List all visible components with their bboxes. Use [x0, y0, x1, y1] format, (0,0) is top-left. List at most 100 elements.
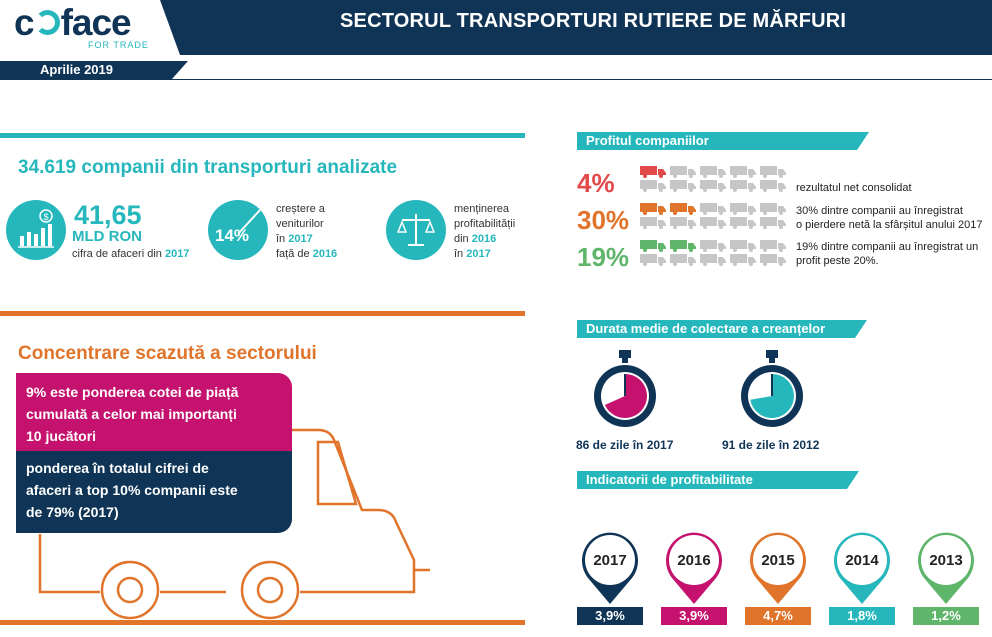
market-share-line3: 10 jucători	[26, 428, 97, 444]
truck-icon	[730, 240, 756, 252]
section-divider-teal	[0, 133, 525, 138]
market-share-box: 9% este ponderea cotei de piață cumulată…	[16, 373, 292, 451]
profit-row3-line2: profit peste 20%.	[796, 255, 879, 267]
indicator-year: 2013	[929, 552, 963, 569]
profit-header-bar	[577, 132, 857, 150]
collection-caption-2017: 86 de zile în 2017	[576, 438, 674, 452]
indicators-header-notch	[847, 471, 859, 489]
indicator-year: 2017	[593, 552, 627, 569]
truck-icon	[730, 180, 756, 192]
balance-scale-icon	[386, 200, 446, 260]
truck-icon	[760, 254, 786, 266]
indicator-value: 3,9%	[577, 607, 643, 625]
truck-outline-icon	[38, 428, 430, 620]
profit-row2-text: 30% dintre companii au înregistrat o pie…	[796, 204, 983, 232]
market-share-line1: 9% este ponderea cotei de piață	[26, 384, 239, 400]
profit-row3-line1: 19% dintre companii au înregistrat un	[796, 241, 979, 253]
profit-section-title: Profitul companiilor	[586, 133, 709, 148]
truck-icon	[760, 240, 786, 252]
indicator-value: 4,7%	[745, 607, 811, 625]
profit-row2-line1: 30% dintre companii au înregistrat	[796, 205, 963, 217]
truck-icon	[670, 166, 696, 178]
truck-icon	[760, 217, 786, 229]
collection-caption-2012: 91 de zile în 2012	[722, 438, 820, 452]
date-bar-notch	[172, 61, 188, 79]
turnover-value: 41,65	[74, 200, 142, 230]
profit-line4-pre: în	[454, 248, 464, 260]
truck-icon-grid	[640, 166, 790, 271]
growth-value: 14%	[215, 226, 250, 245]
truck-icon	[730, 217, 756, 229]
truck-icon	[640, 203, 666, 215]
growth-line4-pre: față de	[276, 248, 310, 260]
profit-pct-loss: 30%	[577, 205, 630, 235]
collection-header-bar	[577, 320, 855, 338]
growth-line3-pre: în	[276, 233, 286, 245]
truck-icon	[700, 180, 726, 192]
truck-icon	[640, 166, 666, 178]
profit-year2: 2017	[466, 248, 491, 260]
indicators-header-bar	[577, 471, 847, 489]
location-pin-icon	[750, 532, 806, 604]
truck-icon	[700, 217, 726, 229]
truck-icon	[760, 180, 786, 192]
market-share-line2: cumulată a celor mai importanți	[26, 406, 237, 422]
truck-icon	[730, 166, 756, 178]
profit-year1: 2016	[471, 233, 497, 245]
report-date: Aprilie 2019	[40, 62, 113, 77]
top-companies-box: ponderea în totalul cifrei de afaceri a …	[16, 451, 292, 533]
turnover-desc-text: cifra de afaceri din	[72, 248, 162, 260]
stopwatch-icon-2017	[594, 350, 656, 427]
turnover-desc: cifra de afaceri din 2017	[72, 247, 189, 262]
truck-icon	[760, 203, 786, 215]
top-companies-line2: afaceri a top 10% companii este	[26, 482, 238, 498]
collection-section-title: Durata medie de colectare a creanțelor	[586, 321, 826, 336]
profit-line2: profitabilității	[454, 218, 516, 230]
growth-desc: creștere a veniturilor în 2017 față de 2…	[276, 202, 337, 262]
logo-subtitle: FOR TRADE	[88, 40, 149, 50]
truck-icon	[670, 217, 696, 229]
indicator-value: 1,2%	[913, 607, 979, 625]
truck-icon	[640, 217, 666, 229]
truck-icon	[670, 203, 696, 215]
truck-icon	[730, 254, 756, 266]
truck-icon	[640, 180, 666, 192]
header-notch	[160, 0, 180, 55]
indicator-year: 2015	[761, 552, 795, 569]
concentration-title: Concentrare scazută a sectorului	[18, 343, 317, 364]
location-pin-icon	[666, 532, 722, 604]
profit-line1: menținerea	[454, 203, 510, 215]
collection-header-notch	[855, 320, 867, 338]
truck-icon	[640, 254, 666, 266]
turnover-year: 2017	[164, 248, 190, 260]
indicator-year: 2014	[845, 552, 879, 569]
page-title: SECTORUL TRANSPORTURI RUTIERE DE MĂRFURI	[340, 10, 847, 32]
truck-icon	[670, 240, 696, 252]
truck-icon	[700, 254, 726, 266]
truck-icon	[700, 166, 726, 178]
growth-year1: 2017	[288, 233, 313, 245]
indicator-value: 1,8%	[829, 607, 895, 625]
svg-text:$: $	[43, 212, 48, 222]
growth-year2: 2016	[312, 248, 338, 260]
indicators-section-title: Indicatorii de profitabilitate	[586, 472, 753, 487]
header-divider	[0, 79, 992, 80]
logo-ring-icon	[34, 9, 60, 35]
section-divider-orange	[0, 311, 525, 316]
profit-line3-pre: din	[454, 233, 469, 245]
truck-icon	[670, 254, 696, 266]
profit-row1-text: rezultatul net consolidat	[796, 182, 912, 194]
truck-icon	[670, 180, 696, 192]
growth-circle	[208, 200, 268, 260]
truck-icon	[700, 240, 726, 252]
truck-icon	[700, 203, 726, 215]
truck-icon	[730, 203, 756, 215]
profit-desc: menținerea profitabilității din 2016 în …	[454, 202, 515, 262]
growth-arrow-icon	[237, 209, 261, 235]
top-companies-line3: de 79% (2017)	[26, 504, 119, 520]
growth-line1: creștere a	[276, 203, 325, 215]
location-pin-icon	[834, 532, 890, 604]
growth-line2: veniturilor	[276, 218, 324, 230]
indicator-value: 3,9%	[661, 607, 727, 625]
profit-row3-text: 19% dintre companii au înregistrat un pr…	[796, 240, 978, 268]
